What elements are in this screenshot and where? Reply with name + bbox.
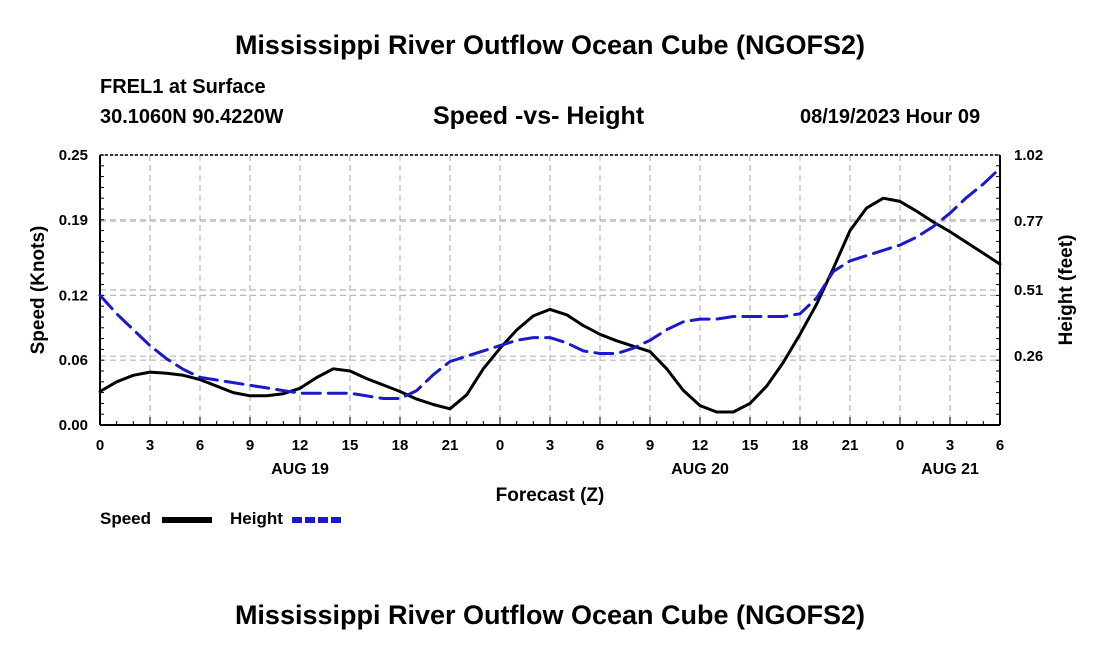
- legend-speed-label: Speed: [100, 509, 152, 528]
- x-tick-label: 3: [946, 437, 954, 454]
- x-tick-label: 6: [196, 437, 204, 454]
- x-tick-label: 12: [292, 437, 309, 454]
- x-tick-label: 6: [596, 437, 604, 454]
- x-tick-label: 15: [742, 437, 759, 454]
- x-tick-label: 21: [442, 437, 459, 454]
- x-date-label: AUG 19: [271, 461, 329, 478]
- y-axis-label-right: Height (feet): [1056, 235, 1077, 346]
- chart-title: Speed -vs- Height: [433, 102, 645, 130]
- x-tick-label: 3: [146, 437, 154, 454]
- station-name: FREL1 at Surface: [100, 76, 266, 98]
- x-tick-label: 18: [392, 437, 409, 454]
- series-line-height: [98, 166, 1002, 400]
- x-tick-label: 15: [342, 437, 359, 454]
- x-tick-label: 6: [996, 437, 1004, 454]
- y-tick-label-right: 0.77: [1014, 213, 1043, 230]
- speed-height-chart: 0 3 6 9 12 15 18 21 0 3 6 9 12 15 18 21 0 3 6 AUG 19 AUG 20 A…: [28, 147, 1077, 506]
- y-tick-label-left: 0.19: [59, 212, 88, 229]
- x-tick-label: 0: [896, 437, 904, 454]
- page-title: Mississippi River Outflow Ocean Cube (NG…: [234, 30, 866, 60]
- legend-speed-swatch: [162, 517, 212, 523]
- series-line-speed: [98, 196, 1002, 414]
- page-title-bottom: Mississippi River Outflow Ocean Cube (NG…: [234, 600, 866, 630]
- x-tick-label: 0: [96, 437, 104, 454]
- y-tick-label-left: 0.00: [59, 417, 88, 434]
- y-tick-label-left: 0.12: [59, 287, 88, 304]
- legend-height-swatch: [292, 517, 342, 523]
- y-tick-label-right: 0.51: [1014, 282, 1043, 299]
- y-tick-label-left: 0.06: [59, 352, 88, 369]
- y-tick-label-right: 1.02: [1014, 147, 1043, 164]
- x-axis-label: Forecast (Z): [496, 485, 605, 506]
- y-tick-label-left: 0.25: [59, 147, 88, 164]
- forecast-datetime: 08/19/2023 Hour 09: [800, 106, 981, 128]
- station-coordinates: 30.1060N 90.4220W: [100, 106, 284, 128]
- x-tick-label: 3: [546, 437, 554, 454]
- x-date-label: AUG 20: [671, 461, 729, 478]
- x-tick-label: 21: [842, 437, 859, 454]
- x-tick-label: 9: [646, 437, 654, 454]
- x-date-label: AUG 21: [921, 461, 979, 478]
- x-tick-label: 18: [792, 437, 809, 454]
- legend-height-label: Height: [230, 509, 283, 528]
- y-axis-label-left: Speed (Knots): [28, 226, 49, 355]
- x-tick-label: 0: [496, 437, 504, 454]
- y-tick-label-right: 0.26: [1014, 348, 1043, 365]
- x-tick-label: 9: [246, 437, 254, 454]
- x-tick-label: 12: [692, 437, 709, 454]
